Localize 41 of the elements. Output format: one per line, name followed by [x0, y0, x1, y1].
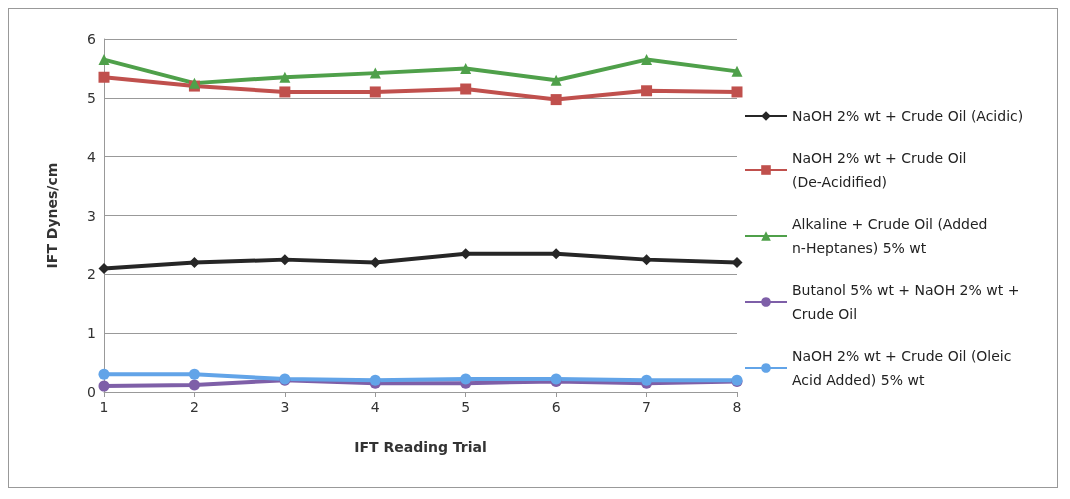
point: [369, 67, 381, 79]
y-tick-label: 3: [87, 207, 96, 224]
x-tick-label: 4: [370, 399, 380, 415]
x-axis-title: IFT Reading Trial: [354, 439, 487, 455]
legend-label: NaOH 2% wt + Crude Oil (Oleic Acid Added) 5% wt: [792, 348, 1016, 388]
x-tick-label: 3: [280, 399, 290, 415]
x-tick-label: 2: [189, 399, 199, 415]
point: [550, 74, 562, 86]
legend-label: NaOH 2% wt + Crude Oil (Acidic): [792, 108, 1024, 124]
point: [460, 83, 472, 95]
legend-label: Butanol 5% wt + NaOH 2% wt + Crude Oil: [792, 282, 1024, 322]
y-tick-label: 4: [87, 148, 97, 165]
x-tick-label: 7: [642, 399, 652, 415]
legend-label: Alkaline + Crude Oil (Added n-Heptanes) 5% wt: [792, 216, 992, 256]
point: [188, 379, 200, 391]
point: [98, 368, 110, 380]
y-tick-label: 0: [87, 384, 96, 400]
point: [731, 86, 743, 98]
x-tick-label: 6: [551, 399, 561, 415]
point: [188, 368, 200, 380]
y-tick-label: 6: [87, 31, 97, 47]
legend-label: NaOH 2% wt + Crude Oil (De-Acidified): [792, 150, 971, 190]
x-tick-label: 5: [461, 399, 471, 415]
point: [641, 54, 653, 66]
point: [98, 380, 110, 392]
x-tick-label: 1: [99, 399, 109, 415]
point: [98, 71, 110, 83]
point: [369, 86, 381, 98]
point: [460, 62, 472, 74]
y-tick-label: 2: [87, 266, 96, 283]
point: [641, 85, 653, 97]
point: [279, 86, 291, 98]
y-axis-title: IFT Dynes/cm: [44, 162, 60, 269]
point: [460, 373, 472, 385]
y-tick-label: 1: [87, 325, 96, 342]
point: [731, 65, 743, 77]
point: [279, 71, 291, 83]
point: [550, 94, 562, 106]
point: [98, 54, 110, 66]
y-tick-label: 5: [87, 89, 96, 106]
x-tick-label: 8: [732, 399, 742, 415]
